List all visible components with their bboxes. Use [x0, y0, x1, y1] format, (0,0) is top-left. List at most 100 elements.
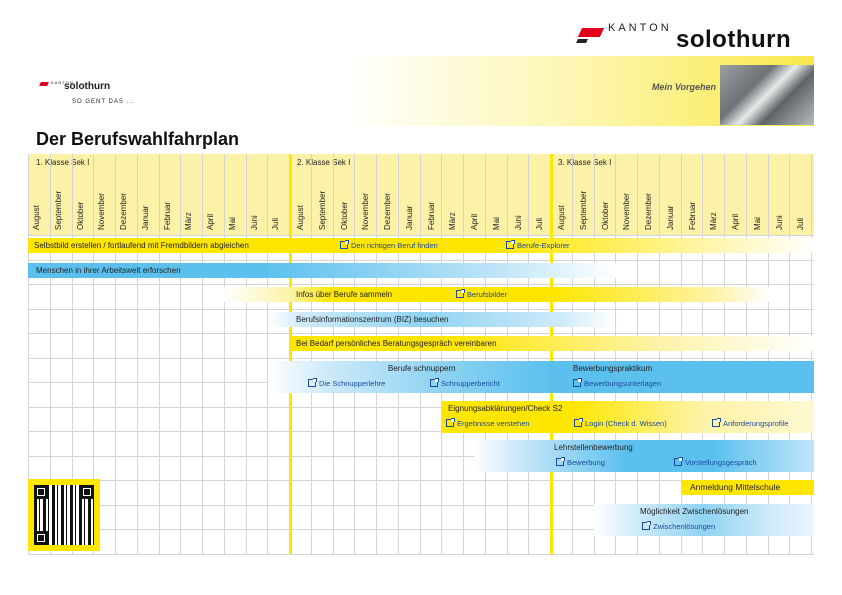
bar-label: Bewerbungspraktikum — [573, 364, 653, 373]
month-label: Mai — [227, 217, 237, 230]
year-separator-3 — [550, 154, 553, 554]
month-label: Juli — [271, 217, 281, 230]
external-link-icon — [556, 457, 565, 466]
month-label: Juli — [535, 217, 545, 230]
month-label: Dezember — [644, 193, 653, 230]
grid-line — [745, 154, 747, 554]
grid-line — [28, 553, 814, 555]
external-link-icon — [573, 378, 582, 387]
bar-label: Infos über Berufe sammeln — [296, 290, 393, 299]
bar-label: Möglichkeit Zwischenlösungen — [640, 507, 749, 516]
bar-schnuppern: Berufe schnuppern — [268, 361, 552, 393]
month-label: Februar — [687, 201, 697, 230]
month-label: März — [184, 212, 194, 230]
grid-line — [571, 154, 573, 554]
bar-menschen: Menschen in ihrer Arbeitswelt erforschen — [28, 263, 616, 278]
external-link-icon — [574, 418, 583, 427]
grid-line — [28, 406, 814, 408]
bar-anmeldung-mittelschule: Anmeldung Mittelschule — [682, 480, 814, 495]
flag-icon — [577, 28, 605, 37]
external-link-icon — [674, 457, 683, 466]
grid-line — [332, 154, 334, 554]
bar-label: Menschen in ihrer Arbeitswelt erforschen — [36, 266, 181, 275]
grid-line — [267, 154, 269, 554]
month-label: April — [206, 213, 215, 230]
grid-line — [28, 480, 814, 481]
link-bewerbungsunterlagen[interactable]: Bewerbungsunterlagen — [573, 378, 661, 390]
grid-line — [789, 154, 791, 554]
month-label: Mai — [752, 217, 762, 230]
month-label: August — [557, 205, 566, 230]
link-zwischenloesungen[interactable]: Zwischenlösungen — [642, 521, 715, 533]
month-label: März — [448, 212, 458, 230]
month-label: Oktober — [75, 201, 85, 230]
grid-line — [658, 154, 660, 554]
grid-line — [115, 154, 116, 554]
qr-finder-icon — [34, 531, 48, 545]
grid-line — [397, 154, 399, 554]
link-anforderungsprofile[interactable]: Anforderungsprofile — [712, 418, 788, 430]
grid-line — [811, 154, 812, 554]
month-label: Juni — [249, 215, 259, 230]
grid-line — [593, 154, 595, 554]
month-label: Mai — [491, 217, 501, 230]
month-label: Januar — [665, 205, 675, 230]
month-label: Oktober — [339, 201, 349, 230]
month-label: Januar — [404, 205, 414, 230]
small-logo-tagline: SO GENT DAS ... — [72, 99, 135, 105]
month-label: Juli — [796, 217, 806, 230]
month-label: November — [97, 193, 107, 230]
link-ergebnisse-verstehen[interactable]: Ergebnisse verstehen — [446, 418, 530, 430]
year-label-1: 1. Klasse Sek I — [36, 158, 90, 167]
bar-biz: Berufsinformationszentrum (BIZ) besuchen — [268, 312, 614, 327]
small-logo-kanton: KANTON — [51, 80, 74, 85]
bar-label: Anmeldung Mittelschule — [690, 482, 781, 492]
month-label: Dezember — [119, 193, 128, 230]
month-label: Juni — [513, 215, 523, 230]
month-label: September — [317, 190, 327, 230]
external-link-icon — [506, 240, 515, 249]
grid-line — [680, 154, 682, 554]
link-login-check[interactable]: Login (Check d. Wissen) — [574, 418, 667, 430]
year-band-3 — [553, 154, 814, 235]
small-logo-solothurn: solothurn — [64, 81, 111, 92]
year-label-3: 3. Klasse Sek I — [558, 158, 612, 167]
year-separator-2 — [289, 154, 292, 554]
month-label: November — [361, 193, 371, 230]
logo-kanton-text: KANTON — [608, 22, 672, 34]
grid-line — [767, 154, 769, 554]
grid-line — [71, 154, 73, 554]
qr-finder-icon — [80, 485, 94, 499]
flag-stripe-icon — [576, 39, 588, 43]
link-den-richtigen-beruf[interactable]: Den richtigen Beruf finden — [340, 240, 438, 252]
grid-line — [28, 308, 814, 310]
external-link-icon — [446, 418, 455, 427]
grid-line — [441, 154, 443, 554]
link-schnupperbericht[interactable]: Schnupperbericht — [430, 378, 500, 390]
bar-infos: Infos über Berufe sammeln — [224, 287, 770, 302]
link-bewerbung[interactable]: Bewerbung — [556, 457, 605, 469]
month-label: Februar — [426, 201, 436, 230]
grid-line — [136, 154, 138, 554]
link-schnupperlehre[interactable]: Die Schnupperlehre — [308, 378, 385, 390]
grid-line — [28, 455, 814, 457]
grid-line — [158, 154, 160, 554]
grid-line — [310, 154, 312, 554]
grid-line — [245, 154, 247, 554]
link-vorstellungsgespraech[interactable]: Vorstellungsgespräch — [674, 457, 757, 469]
link-berufsbilder[interactable]: Berufsbilder — [456, 289, 507, 301]
grid-line — [28, 504, 814, 506]
bar-label: Eignungsabklärungen/Check S2 — [448, 404, 563, 413]
month-label: Februar — [162, 201, 172, 230]
grid-line — [202, 154, 203, 554]
small-logo: KANTON solothurn SO GENT DAS ... — [38, 80, 158, 110]
timeline-grid: 1. Klasse Sek I 2. Klasse Sek I 3. Klass… — [28, 154, 814, 555]
link-berufe-explorer[interactable]: Berufe-Explorer — [506, 240, 570, 252]
grid-line — [724, 154, 725, 554]
external-link-icon — [340, 240, 349, 249]
bar-selbstbild: Selbstbild erstellen / fortlaufend mit F… — [28, 238, 814, 253]
grid-line — [28, 431, 814, 432]
grid-line — [506, 154, 508, 554]
qr-code[interactable] — [28, 479, 100, 551]
month-label: September — [578, 190, 588, 230]
